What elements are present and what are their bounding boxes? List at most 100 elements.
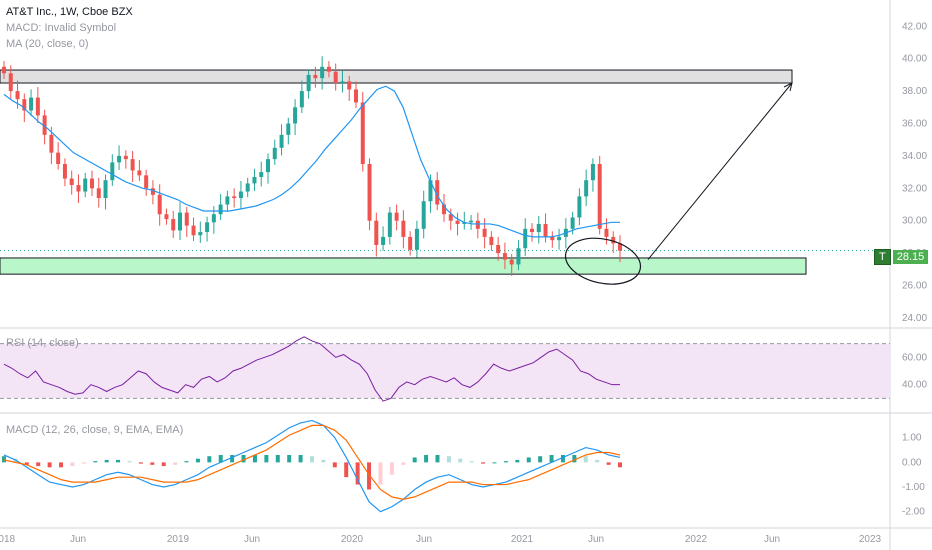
projection-arrowhead [783, 82, 793, 92]
time-axis-tick: 2022 [685, 534, 708, 545]
chart-title: AT&T Inc., 1W, Cboe BZX [6, 6, 133, 18]
macd-histogram-bar [104, 459, 109, 463]
macd-histogram-bar [503, 461, 508, 463]
price-axis-tick: 30.00 [902, 216, 927, 227]
candle-body [394, 212, 399, 221]
macd-histogram-bar [583, 456, 588, 463]
candle-body [69, 178, 74, 186]
candle-body [144, 175, 149, 189]
price-axis-tick: 40.00 [902, 54, 927, 65]
candle-body [597, 164, 602, 229]
candle-body [225, 196, 230, 205]
candle-body [150, 188, 155, 195]
macd-axis-tick: 0.00 [902, 457, 922, 468]
macd-histogram-bar [275, 454, 280, 463]
candle-body [171, 219, 176, 231]
macd-histogram-bar [195, 458, 200, 463]
candle-body [62, 164, 67, 179]
candle-body [178, 212, 182, 231]
macd-histogram-bar [344, 462, 349, 478]
candle-body [340, 81, 345, 83]
candle-body [536, 223, 541, 233]
candle-body [496, 245, 501, 254]
macd-histogram-bar [47, 462, 52, 468]
macd-histogram-bar [572, 454, 577, 463]
macd-invalid-legend: MACD: Invalid Symbol [6, 22, 117, 34]
candle-body [130, 159, 135, 171]
macd-histogram-bar [218, 454, 223, 463]
candle-body [326, 66, 331, 72]
candle-body [29, 97, 34, 111]
candle-body [557, 236, 562, 241]
macd-histogram-bar [435, 454, 440, 463]
candle-body [577, 196, 582, 218]
candle-body [15, 91, 20, 100]
price-tag-value: 28.15 [892, 250, 929, 264]
macd-histogram-bar [287, 454, 292, 463]
macd-histogram-bar [70, 462, 75, 467]
macd-histogram-bar [207, 456, 212, 463]
candle-body [590, 164, 595, 181]
macd-histogram-bar [2, 456, 6, 463]
macd-histogram-bar [24, 462, 29, 465]
candle-body [2, 66, 6, 74]
candle-body [502, 253, 507, 260]
candle-body [218, 204, 223, 215]
candle-body [354, 89, 358, 103]
time-axis-tick: Jun [764, 534, 780, 545]
candle-body [164, 214, 169, 220]
price-axis-tick: 36.00 [902, 119, 927, 130]
candle-body [293, 107, 298, 124]
macd-histogram-bar [81, 462, 86, 464]
macd-histogram-bar [173, 462, 178, 465]
candle-body [401, 220, 406, 237]
macd-axis-tick: -2.00 [902, 507, 925, 518]
candle-body [211, 214, 216, 223]
macd-histogram-bar [230, 454, 235, 463]
candle-body [306, 74, 311, 92]
candle-body [272, 147, 277, 160]
macd-histogram-bar [481, 462, 486, 464]
candle-body [320, 66, 325, 79]
candle-body [238, 191, 243, 199]
last-price-tag: T 28.15 [874, 249, 929, 265]
candle-body [482, 228, 487, 237]
candle-body [198, 232, 203, 236]
macd-histogram-bar [526, 457, 531, 463]
candle-body [543, 223, 548, 237]
macd-histogram-bar [332, 462, 337, 468]
candle-body [530, 228, 534, 233]
macd-histogram-bar [59, 462, 64, 468]
candle-body [448, 214, 453, 221]
macd-histogram-bar [93, 461, 98, 463]
macd-histogram-bar [241, 454, 246, 463]
candle-body [523, 228, 528, 249]
time-axis-tick: 2018 [0, 534, 16, 545]
candle-body [435, 180, 440, 205]
candle-body [232, 196, 237, 199]
candle-body [205, 222, 210, 233]
candle-body [428, 180, 433, 202]
macd-histogram-bar [401, 462, 406, 465]
rsi-axis-tick: 60.00 [902, 352, 927, 363]
candle-body [90, 178, 94, 189]
candle-body [618, 243, 622, 251]
candle-body [157, 194, 162, 215]
candle-body [137, 170, 142, 176]
macd-line [3, 419, 621, 513]
candle-body [42, 115, 47, 135]
time-axis-tick: Jun [70, 534, 86, 545]
price-axis-tick: 34.00 [902, 151, 927, 162]
macd-histogram-bar [264, 454, 269, 463]
time-axis-tick: Jun [244, 534, 260, 545]
macd-histogram-bar [150, 462, 155, 465]
macd-label: MACD (12, 26, close, 9, EMA, EMA) [6, 424, 184, 436]
candle-body [374, 220, 379, 245]
ma-line [3, 85, 620, 238]
candle-body [387, 212, 392, 237]
macd-histogram-bar [412, 457, 417, 463]
macd-histogram-bar [424, 454, 429, 463]
candle-body [245, 183, 250, 192]
candle-body [604, 228, 609, 237]
